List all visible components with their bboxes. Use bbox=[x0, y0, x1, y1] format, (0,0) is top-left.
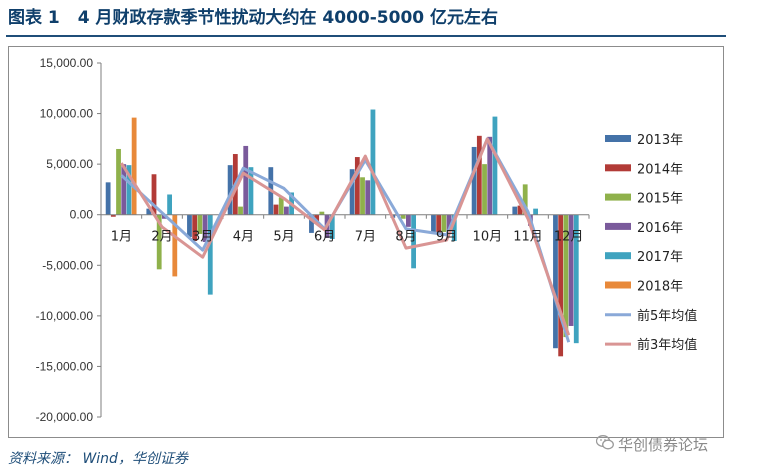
bar bbox=[471, 146, 477, 215]
legend-label: 2016年 bbox=[637, 221, 683, 236]
figure-label: 图表 1 bbox=[8, 8, 60, 28]
bar bbox=[533, 208, 538, 215]
bar bbox=[482, 164, 487, 215]
bar bbox=[126, 165, 132, 215]
legend-label: 前3年均值 bbox=[637, 337, 697, 353]
bar bbox=[202, 214, 208, 243]
legend-swatch bbox=[605, 222, 631, 230]
legend-swatch bbox=[605, 252, 631, 260]
figure-title-text: 4 月财政存款季节性扰动大约在 4000-5000 亿元左右 bbox=[77, 8, 499, 28]
y-tick-label: -5,000.00 bbox=[42, 258, 93, 272]
bar bbox=[319, 211, 325, 215]
watermark-text: 华创债券论坛 bbox=[618, 436, 709, 454]
y-tick-label: -10,000.00 bbox=[36, 309, 94, 323]
bar bbox=[522, 184, 528, 215]
bar bbox=[487, 136, 493, 215]
bar bbox=[451, 214, 457, 242]
legend-swatch bbox=[605, 135, 631, 142]
bar bbox=[197, 214, 203, 234]
watermark: 华创债券论坛 bbox=[595, 434, 709, 455]
bar bbox=[238, 206, 243, 215]
bar-chart: 15,000.00 10,000.00 5,000.00 0.00 -5,000.00 -… bbox=[36, 56, 698, 424]
bar bbox=[411, 214, 416, 269]
bar bbox=[349, 169, 355, 215]
bar bbox=[492, 116, 498, 215]
y-tick-label: 15,000.00 bbox=[40, 56, 94, 70]
x-tick-label: 11月 bbox=[513, 230, 543, 245]
bar bbox=[278, 197, 284, 215]
bar bbox=[309, 214, 314, 233]
y-tick-label: -15,000.00 bbox=[36, 359, 94, 373]
bar bbox=[568, 214, 574, 326]
bar bbox=[441, 214, 447, 232]
chart-area: 15,000.00 10,000.00 5,000.00 0.00 -5,000.00 -… bbox=[8, 46, 724, 438]
bar bbox=[131, 117, 137, 215]
x-tick-label: 10月 bbox=[473, 230, 503, 245]
x-tick-label: 8月 bbox=[395, 230, 416, 245]
bar bbox=[151, 174, 157, 215]
bar bbox=[370, 109, 376, 215]
bar bbox=[192, 214, 198, 242]
legend-label: 2018年 bbox=[637, 280, 683, 295]
bar bbox=[156, 214, 162, 270]
bar bbox=[284, 206, 289, 215]
y-tick-label: 10,000.00 bbox=[40, 107, 94, 121]
legend-label: 前5年均值 bbox=[637, 308, 697, 324]
bar bbox=[436, 214, 442, 233]
bar bbox=[227, 165, 233, 215]
bar bbox=[431, 214, 436, 234]
legend-label: 2013年 bbox=[637, 133, 683, 148]
x-tick-label: 7月 bbox=[355, 230, 376, 245]
x-tick-label: 4月 bbox=[233, 230, 254, 245]
bar bbox=[517, 205, 523, 215]
bar bbox=[563, 214, 569, 338]
bar bbox=[116, 148, 121, 215]
figure-title: 图表 1 4 月财政存款季节性扰动大约在 4000-5000 亿元左右 bbox=[8, 5, 498, 31]
bar bbox=[146, 208, 152, 215]
bar bbox=[446, 214, 452, 234]
x-tick-label: 6月 bbox=[314, 230, 335, 245]
legend-swatch bbox=[605, 193, 631, 201]
bar bbox=[105, 182, 111, 215]
bar bbox=[248, 167, 254, 215]
x-tick-label: 5月 bbox=[273, 230, 294, 245]
bar bbox=[360, 177, 365, 215]
legend-swatch bbox=[605, 164, 631, 172]
bar bbox=[573, 214, 579, 344]
bar bbox=[365, 180, 371, 215]
bar bbox=[243, 145, 249, 215]
x-tick-label: 3月 bbox=[192, 230, 213, 245]
bar bbox=[558, 214, 564, 357]
source-note: 资料来源： Wind，华创证券 bbox=[8, 451, 188, 467]
bar bbox=[207, 214, 213, 295]
y-tick-label: -20,000.00 bbox=[36, 410, 94, 424]
bar bbox=[553, 214, 558, 349]
y-tick-label: 0.00 bbox=[70, 208, 94, 222]
bar bbox=[110, 214, 116, 217]
bar bbox=[354, 157, 360, 215]
title-divider bbox=[6, 35, 726, 37]
bar bbox=[512, 206, 518, 215]
bar bbox=[273, 204, 279, 215]
wechat-icon bbox=[595, 435, 614, 454]
x-tick-label: 2月 bbox=[151, 230, 172, 245]
bar bbox=[329, 214, 335, 239]
legend-label: 2017年 bbox=[637, 250, 683, 265]
series-line bbox=[120, 137, 571, 336]
legend-label: 2014年 bbox=[637, 162, 683, 177]
bar bbox=[121, 164, 127, 215]
y-tick-label: 5,000.00 bbox=[46, 157, 93, 171]
legend-swatch bbox=[605, 281, 631, 289]
bar bbox=[167, 194, 172, 215]
bar bbox=[172, 214, 178, 277]
bar bbox=[187, 214, 192, 237]
x-tick-label: 12月 bbox=[554, 230, 584, 245]
x-tick-label: 1月 bbox=[111, 230, 132, 245]
bar bbox=[406, 214, 411, 227]
x-tick-label: 9月 bbox=[436, 230, 457, 245]
legend-label: 2015年 bbox=[637, 192, 683, 207]
bar bbox=[400, 214, 406, 219]
bar bbox=[476, 135, 482, 215]
